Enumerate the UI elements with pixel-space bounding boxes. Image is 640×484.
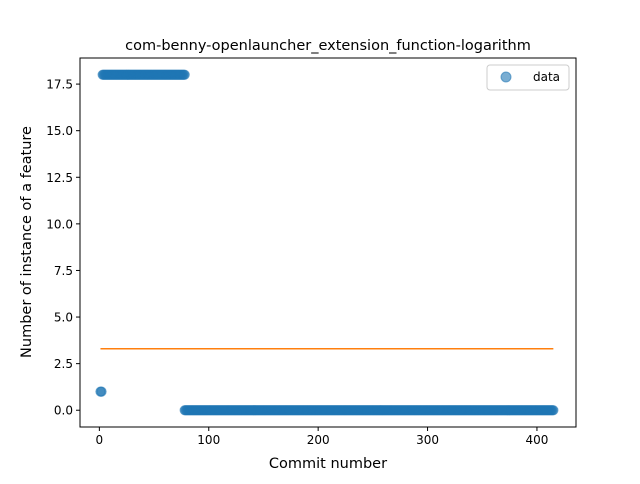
y-tick-label: 12.5: [46, 171, 73, 185]
x-tick-label: 200: [307, 433, 330, 447]
x-tick-label: 100: [197, 433, 220, 447]
y-tick-label: 10.0: [46, 217, 73, 231]
data-point: [548, 405, 559, 416]
x-tick-label: 400: [525, 433, 548, 447]
data-point: [96, 386, 107, 397]
y-tick-label: 5.0: [54, 311, 73, 325]
y-axis: 0.0 2.5 5.0 7.5 10.0 12.5 15.0 17.5: [46, 78, 80, 418]
chart-title: com-benny-openlauncher_extension_functio…: [125, 38, 531, 54]
y-tick-label: 0.0: [54, 404, 73, 418]
x-axis: 0 100 200 300 400: [96, 427, 548, 447]
x-axis-label: Commit number: [269, 456, 387, 472]
x-tick-label: 0: [96, 433, 104, 447]
legend-marker: [500, 71, 512, 83]
legend-label: data: [533, 70, 560, 84]
data-point: [179, 69, 190, 80]
legend-box: [486, 64, 570, 91]
legend: data: [486, 64, 570, 91]
x-tick-label: 300: [416, 433, 439, 447]
y-axis-label: Number of instance of a feature: [19, 126, 35, 358]
y-tick-label: 2.5: [54, 357, 73, 371]
plot-area: [95, 69, 559, 416]
plot-frame: [79, 57, 577, 428]
y-tick-label: 17.5: [46, 78, 73, 92]
y-tick-label: 15.0: [46, 124, 73, 138]
y-tick-label: 7.5: [54, 264, 73, 278]
